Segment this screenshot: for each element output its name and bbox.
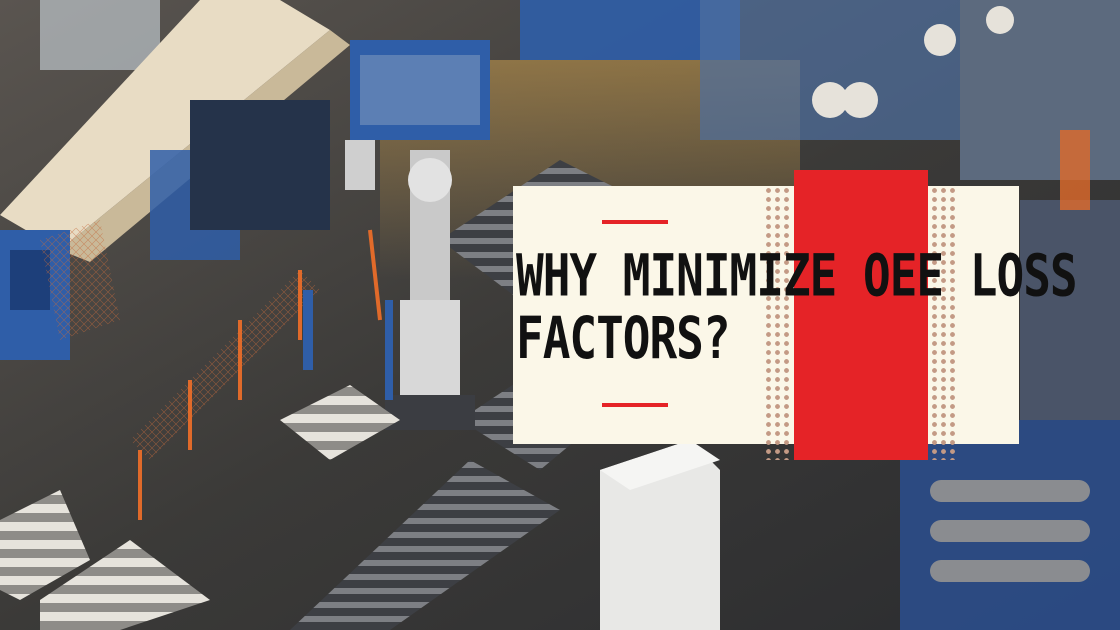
dot-pattern-left [764,186,792,460]
title-line-1: WHY MINIMIZE OEE LOSS [516,241,1078,309]
title-line-2: FACTORS? [516,304,731,372]
page-title: WHY MINIMIZE OEE LOSS FACTORS? [516,241,1078,372]
accent-red-overlay [794,170,928,460]
title-rule-top [602,220,668,224]
title-rule-bottom [602,403,668,407]
dot-pattern-right [930,186,958,460]
